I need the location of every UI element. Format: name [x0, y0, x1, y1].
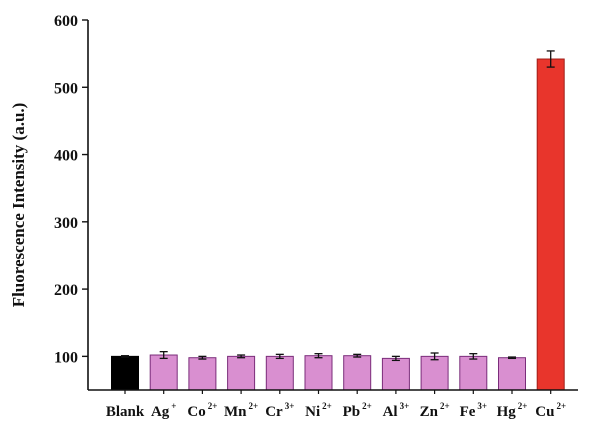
bars-layer: [111, 58, 565, 391]
x-tick-label: Co 2+: [187, 401, 217, 420]
y-axis-label: Fluorescence Intensity (a.u.): [9, 103, 28, 308]
y-tick-label: 100: [54, 349, 78, 366]
x-tick-label: Blank: [106, 404, 145, 420]
bar: [149, 354, 178, 391]
bar: [188, 357, 217, 391]
bar: [304, 355, 333, 391]
x-tick-label: Ag +: [151, 401, 176, 420]
y-tick-label: 600: [54, 13, 78, 30]
bar: [459, 355, 488, 391]
bar: [343, 355, 372, 391]
bar: [498, 357, 526, 391]
bar: [265, 355, 294, 391]
x-tick-label: Al 3+: [383, 401, 410, 420]
x-tick-label: Hg 2+: [497, 401, 528, 420]
y-tick-label: 200: [54, 282, 78, 299]
x-tick-label: Pb 2+: [343, 401, 372, 420]
bar: [111, 355, 139, 391]
y-tick-label: 400: [54, 148, 78, 165]
x-tick-label: Ni 2+: [305, 401, 332, 420]
y-tick-label: 500: [54, 80, 78, 97]
bar: [381, 357, 410, 391]
bar: [536, 58, 565, 391]
error-bars-layer: [121, 50, 555, 362]
y-ticks-layer: 100 200 300 400 500 600: [54, 13, 88, 366]
y-tick-label: 300: [54, 215, 78, 232]
x-tick-label: Cu 2+: [535, 401, 566, 420]
bar: [420, 355, 449, 391]
x-tick-label: Zn 2+: [420, 401, 450, 420]
bar: [227, 355, 256, 391]
x-tick-label: Mn 2+: [224, 401, 258, 420]
x-tick-label: Fe 3+: [460, 401, 487, 420]
x-tick-labels-layer: Blank Ag + Co 2+ Mn 2+ Cr 3+ Ni 2+ Pb 2+ Al 3+ Zn 2+ Fe 3+…: [106, 390, 566, 420]
x-tick-label: Cr 3+: [265, 401, 294, 420]
